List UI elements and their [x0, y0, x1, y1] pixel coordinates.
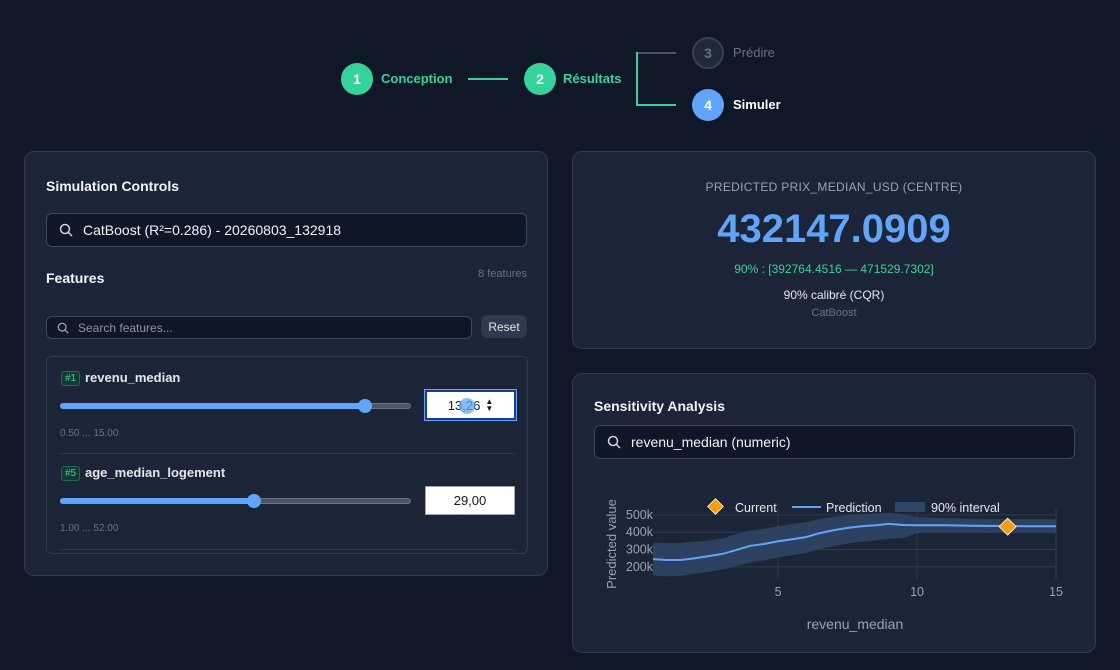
- y-tick-label: 200k: [626, 560, 654, 574]
- step-1-label[interactable]: Conception: [381, 71, 453, 86]
- feature-item: #5 age_median_logement 29,00 1.00 ... 52…: [59, 453, 515, 549]
- feature-slider[interactable]: [60, 494, 411, 508]
- feature-item: #1 revenu_median 13,26 ▲▼ 0.50 ... 15.00: [59, 357, 516, 453]
- feature-rank-badge: #5: [61, 466, 81, 481]
- prediction-caption: PREDICTED PRIX_MEDIAN_USD (CENTRE): [705, 180, 963, 194]
- feature-name: age_median_logement: [85, 465, 226, 480]
- search-icon: [607, 435, 621, 449]
- step-2-circle[interactable]: 2: [524, 63, 556, 95]
- model-select-value: CatBoost (R²=0.286) - 20260803_132918: [83, 222, 342, 238]
- sensitivity-panel: Sensitivity Analysis revenu_median (nume…: [572, 373, 1096, 653]
- model-select[interactable]: CatBoost (R²=0.286) - 20260803_132918: [46, 213, 527, 247]
- legend-interval-icon: [895, 502, 925, 512]
- sensitivity-feature-select[interactable]: revenu_median (numeric): [594, 425, 1075, 459]
- feature-divider: [59, 453, 515, 454]
- interval-band: [653, 512, 1056, 577]
- x-tick-label: 15: [1049, 585, 1063, 599]
- search-icon: [57, 322, 69, 334]
- step-1-circle[interactable]: 1: [341, 63, 373, 95]
- step-connector: [468, 78, 508, 80]
- feature-slider-thumb[interactable]: [358, 399, 372, 413]
- current-marker[interactable]: [998, 517, 1017, 536]
- x-tick-label: 5: [775, 585, 782, 599]
- x-tick-label: 10: [910, 585, 924, 599]
- feature-range: 1.00 ... 52.00: [60, 523, 119, 534]
- feature-search-input[interactable]: Search features...: [46, 316, 472, 339]
- prediction-panel: PREDICTED PRIX_MEDIAN_USD (CENTRE) 43214…: [572, 151, 1096, 349]
- prediction-line: [652, 522, 1056, 561]
- y-tick-label: 400k: [626, 525, 654, 539]
- feature-slider-fill: [60, 403, 366, 409]
- feature-name: revenu_median: [85, 370, 181, 385]
- step-4-circle[interactable]: 4: [692, 89, 724, 121]
- simulation-controls-title: Simulation Controls: [46, 178, 179, 194]
- legend-prediction-label: Prediction: [826, 501, 882, 515]
- step-2-label[interactable]: Résultats: [563, 71, 622, 86]
- prediction-interval: 90% : [392764.4516 — 471529.7302]: [734, 262, 934, 276]
- prediction-calibration: 90% calibré (CQR): [783, 288, 885, 302]
- sensitivity-chart[interactable]: 5 10 15 200k 300k 400k 500k Current Prediction…: [573, 472, 1095, 652]
- simulation-controls-panel: Simulation Controls CatBoost (R²=0.286) …: [24, 151, 548, 576]
- y-tick-label: 500k: [626, 508, 654, 522]
- legend-current-label: Current: [735, 501, 777, 515]
- y-axis-label: Predicted value: [604, 499, 619, 589]
- stepper-arrows-icon[interactable]: ▲ ▼: [485, 397, 494, 413]
- cursor-icon: [459, 398, 475, 414]
- sensitivity-feature-value: revenu_median (numeric): [631, 434, 791, 450]
- step-connector-branch-top: [636, 52, 676, 54]
- step-connector-branch-bottom: [636, 104, 676, 106]
- feature-value-input[interactable]: 29,00: [425, 486, 515, 515]
- sensitivity-title: Sensitivity Analysis: [594, 398, 725, 414]
- feature-range: 0.50 ... 15.00: [60, 428, 119, 439]
- feature-slider-thumb[interactable]: [247, 494, 261, 508]
- feature-slider[interactable]: [60, 399, 411, 413]
- feature-value-input[interactable]: 13,26 ▲▼: [425, 390, 516, 420]
- current-point[interactable]: [998, 517, 1017, 536]
- features-count: 8 features: [478, 268, 527, 280]
- feature-list: #1 revenu_median 13,26 ▲▼ 0.50 ... 15.00…: [46, 356, 528, 554]
- reset-button[interactable]: Reset: [481, 315, 527, 338]
- features-title: Features: [46, 270, 105, 286]
- step-connector-branch-vertical: [636, 52, 638, 104]
- feature-search-placeholder: Search features...: [78, 320, 173, 335]
- prediction-value: 432147.0909: [717, 207, 951, 251]
- prediction-model: CatBoost: [811, 307, 857, 319]
- feature-value: 29,00: [453, 493, 487, 508]
- step-4-label[interactable]: Simuler: [733, 97, 781, 112]
- y-tick-label: 300k: [626, 543, 654, 557]
- step-3-label[interactable]: Prédire: [733, 45, 775, 60]
- step-3-circle[interactable]: 3: [692, 37, 724, 69]
- feature-divider: [59, 549, 515, 550]
- search-icon: [59, 223, 73, 237]
- chart-legend: Current Prediction 90% interval: [707, 498, 1000, 515]
- chart-ticks: 5 10 15 200k 300k 400k 500k: [626, 508, 1063, 599]
- feature-slider-fill: [60, 498, 254, 504]
- x-axis-label: revenu_median: [807, 616, 904, 632]
- feature-rank-badge: #1: [61, 371, 81, 386]
- legend-interval-label: 90% interval: [931, 501, 1000, 515]
- legend-current-icon: [707, 498, 724, 515]
